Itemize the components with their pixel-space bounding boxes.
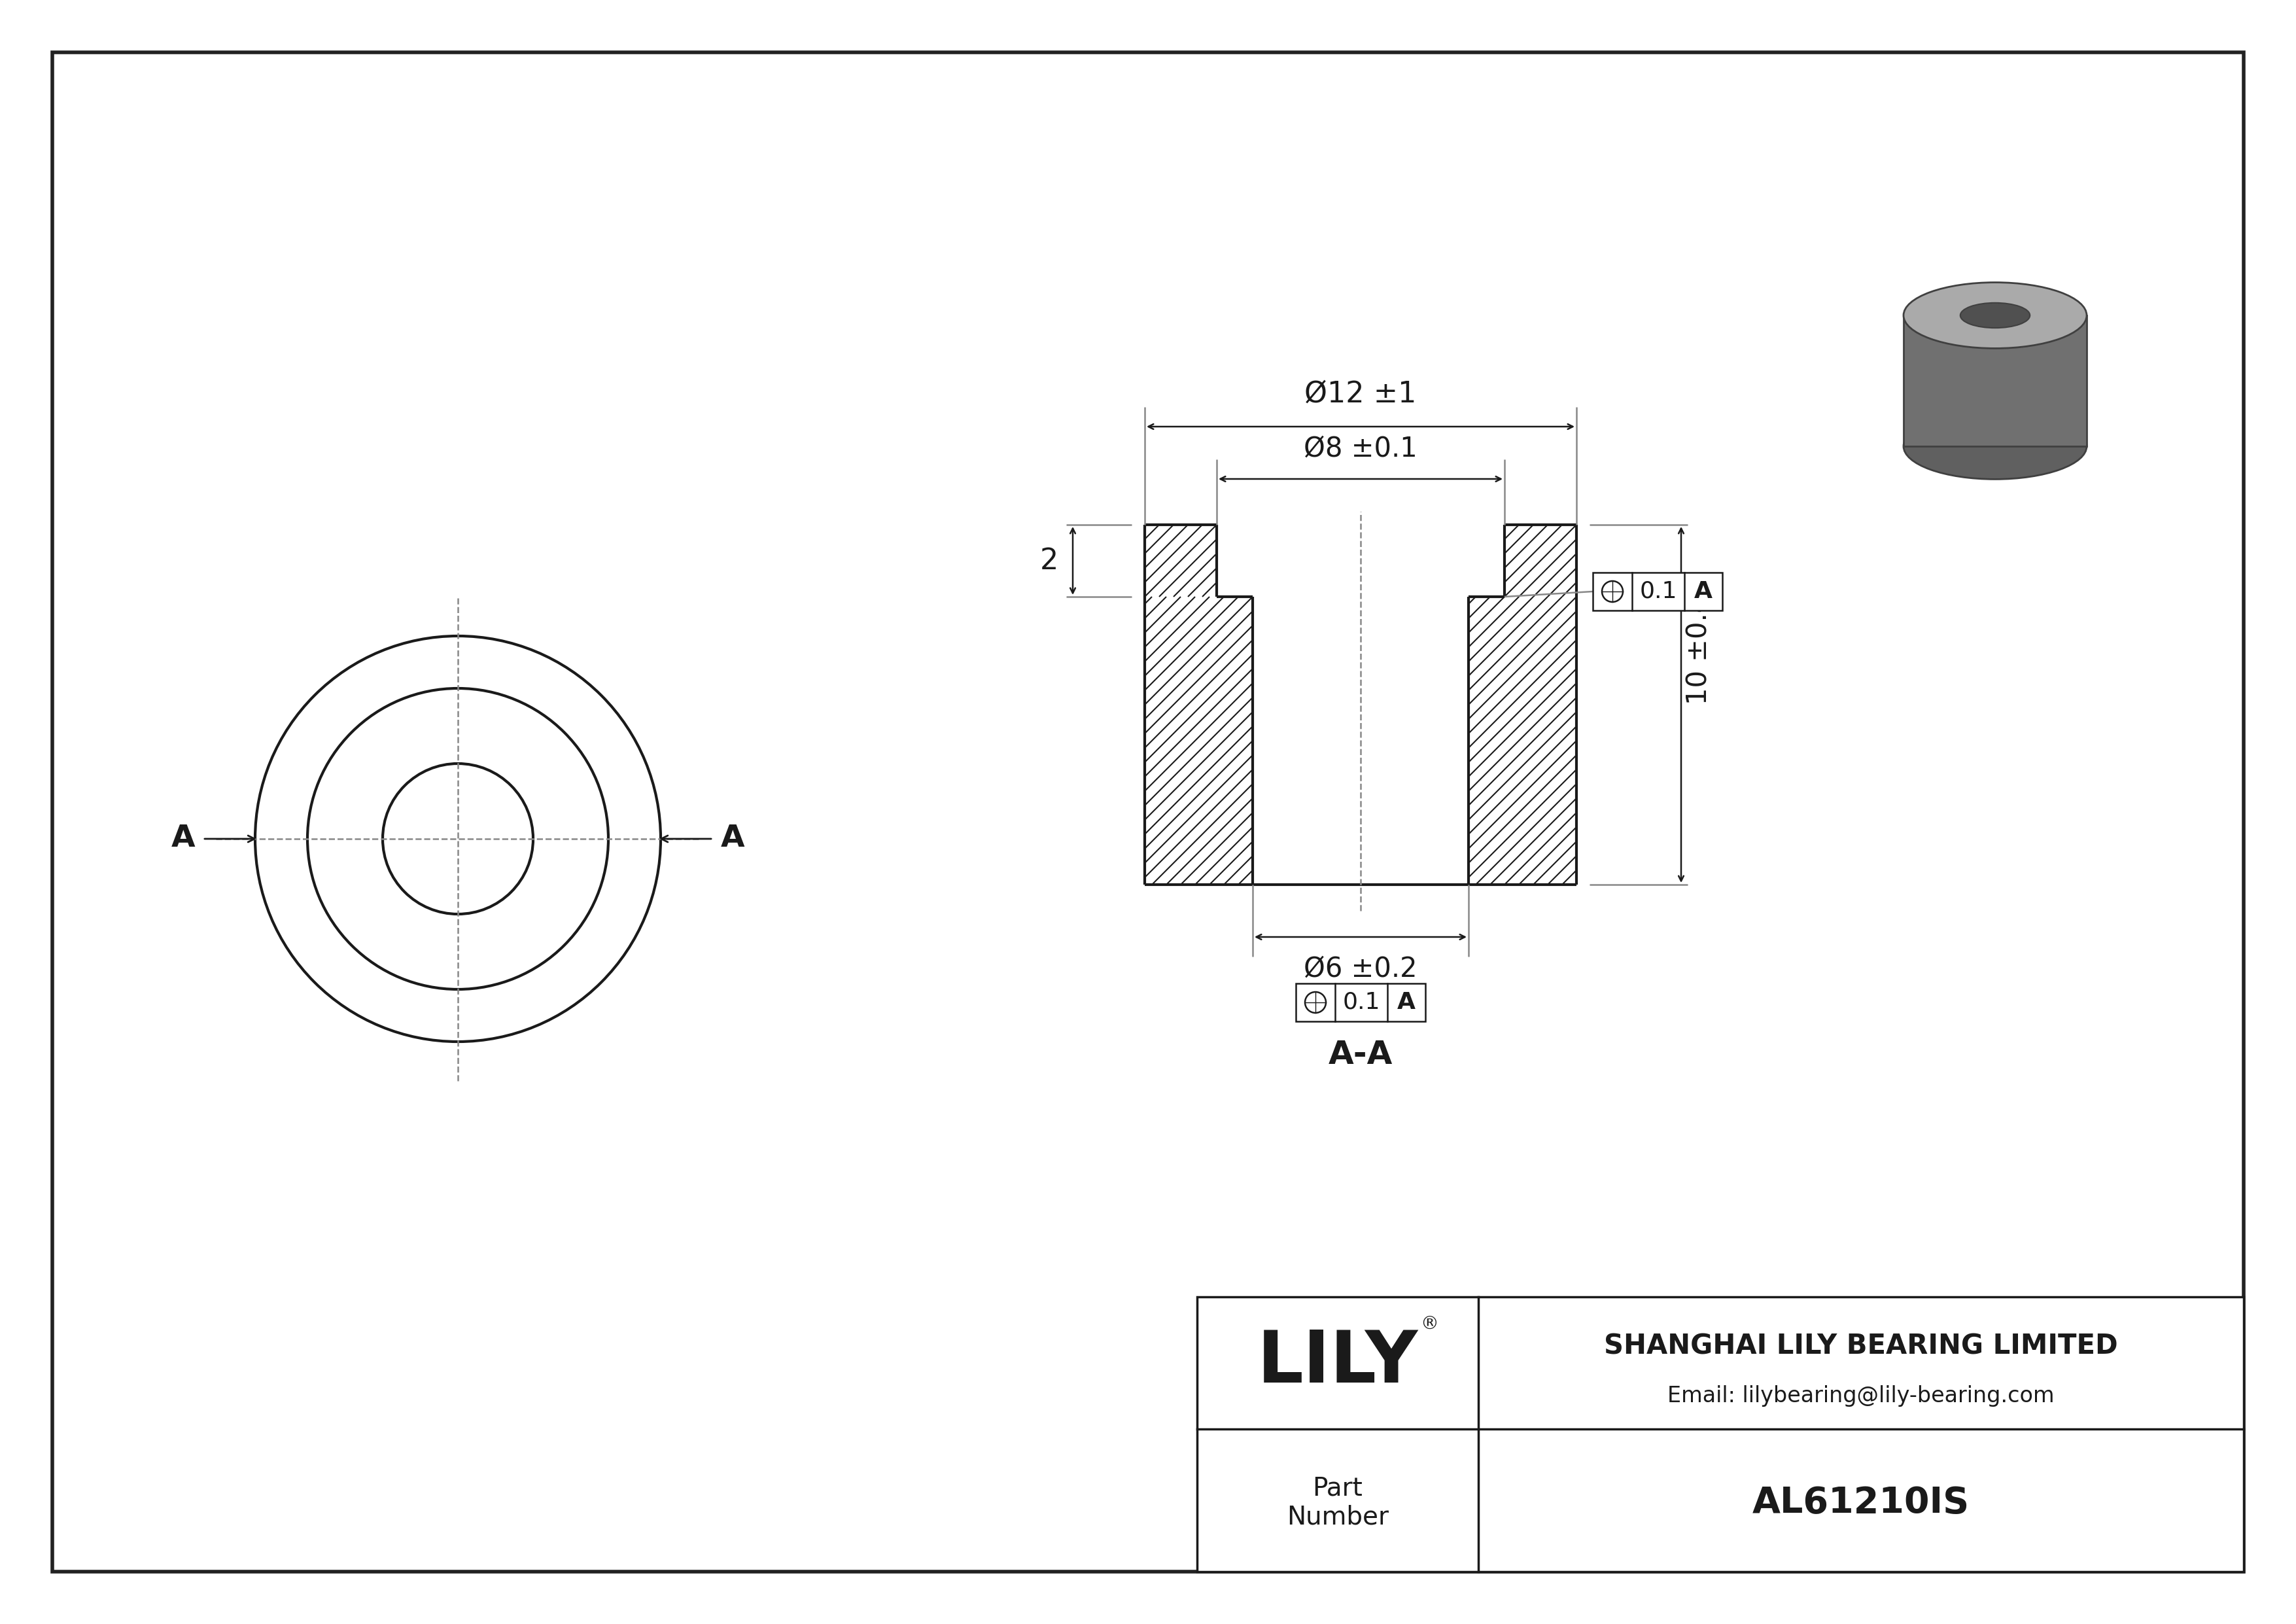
Text: Ø12 ±1: Ø12 ±1: [1304, 380, 1417, 408]
Ellipse shape: [1903, 283, 2087, 349]
Text: A-A: A-A: [1329, 1039, 1394, 1070]
Text: Email: lilybearing@lily-bearing.com: Email: lilybearing@lily-bearing.com: [1667, 1385, 2055, 1406]
Text: AL61210IS: AL61210IS: [1752, 1486, 1970, 1520]
Text: 10 ±0.4: 10 ±0.4: [1685, 596, 1713, 705]
Bar: [1196, 1298, 2243, 1572]
Ellipse shape: [1903, 412, 2087, 479]
Text: ®: ®: [1421, 1315, 1437, 1333]
Text: 0.1: 0.1: [1639, 580, 1676, 603]
Text: SHANGHAI LILY BEARING LIMITED: SHANGHAI LILY BEARING LIMITED: [1605, 1333, 2117, 1359]
Text: LILY: LILY: [1258, 1328, 1419, 1398]
Ellipse shape: [1961, 302, 2030, 328]
Text: A: A: [721, 823, 744, 854]
Text: A: A: [1694, 580, 1713, 603]
Text: A: A: [1398, 991, 1417, 1013]
Text: Ø6 ±0.2: Ø6 ±0.2: [1304, 955, 1417, 983]
Text: 0.1: 0.1: [1343, 991, 1380, 1013]
Bar: [1593, 573, 1722, 611]
Text: Ø8 ±0.1: Ø8 ±0.1: [1304, 435, 1417, 463]
Bar: [1903, 315, 2087, 447]
Text: Part
Number: Part Number: [1286, 1476, 1389, 1530]
Text: A: A: [172, 823, 195, 854]
Text: 2: 2: [1040, 547, 1058, 575]
Bar: [1295, 984, 1426, 1021]
